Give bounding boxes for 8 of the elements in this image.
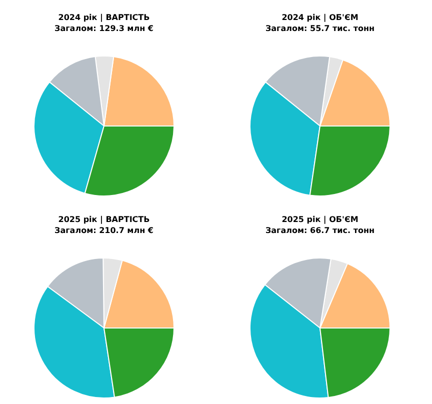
chart-subtitle: Загалом: 210.7 млн € [54, 226, 154, 235]
chart-title: 2024 рік | ВАРТІСТЬ [58, 13, 150, 22]
chart-subtitle: Загалом: 66.7 тис. тонн [265, 226, 375, 235]
chart-title: 2025 рік | ВАРТІСТЬ [58, 215, 150, 224]
chart-title: 2025 рік | ОБ'ЄМ [282, 215, 358, 224]
chart-subtitle: Загалом: 129.3 млн € [54, 24, 154, 33]
chart-subtitle: Загалом: 55.7 тис. тонн [265, 24, 375, 33]
chart-title: 2024 рік | ОБ'ЄМ [282, 13, 358, 22]
